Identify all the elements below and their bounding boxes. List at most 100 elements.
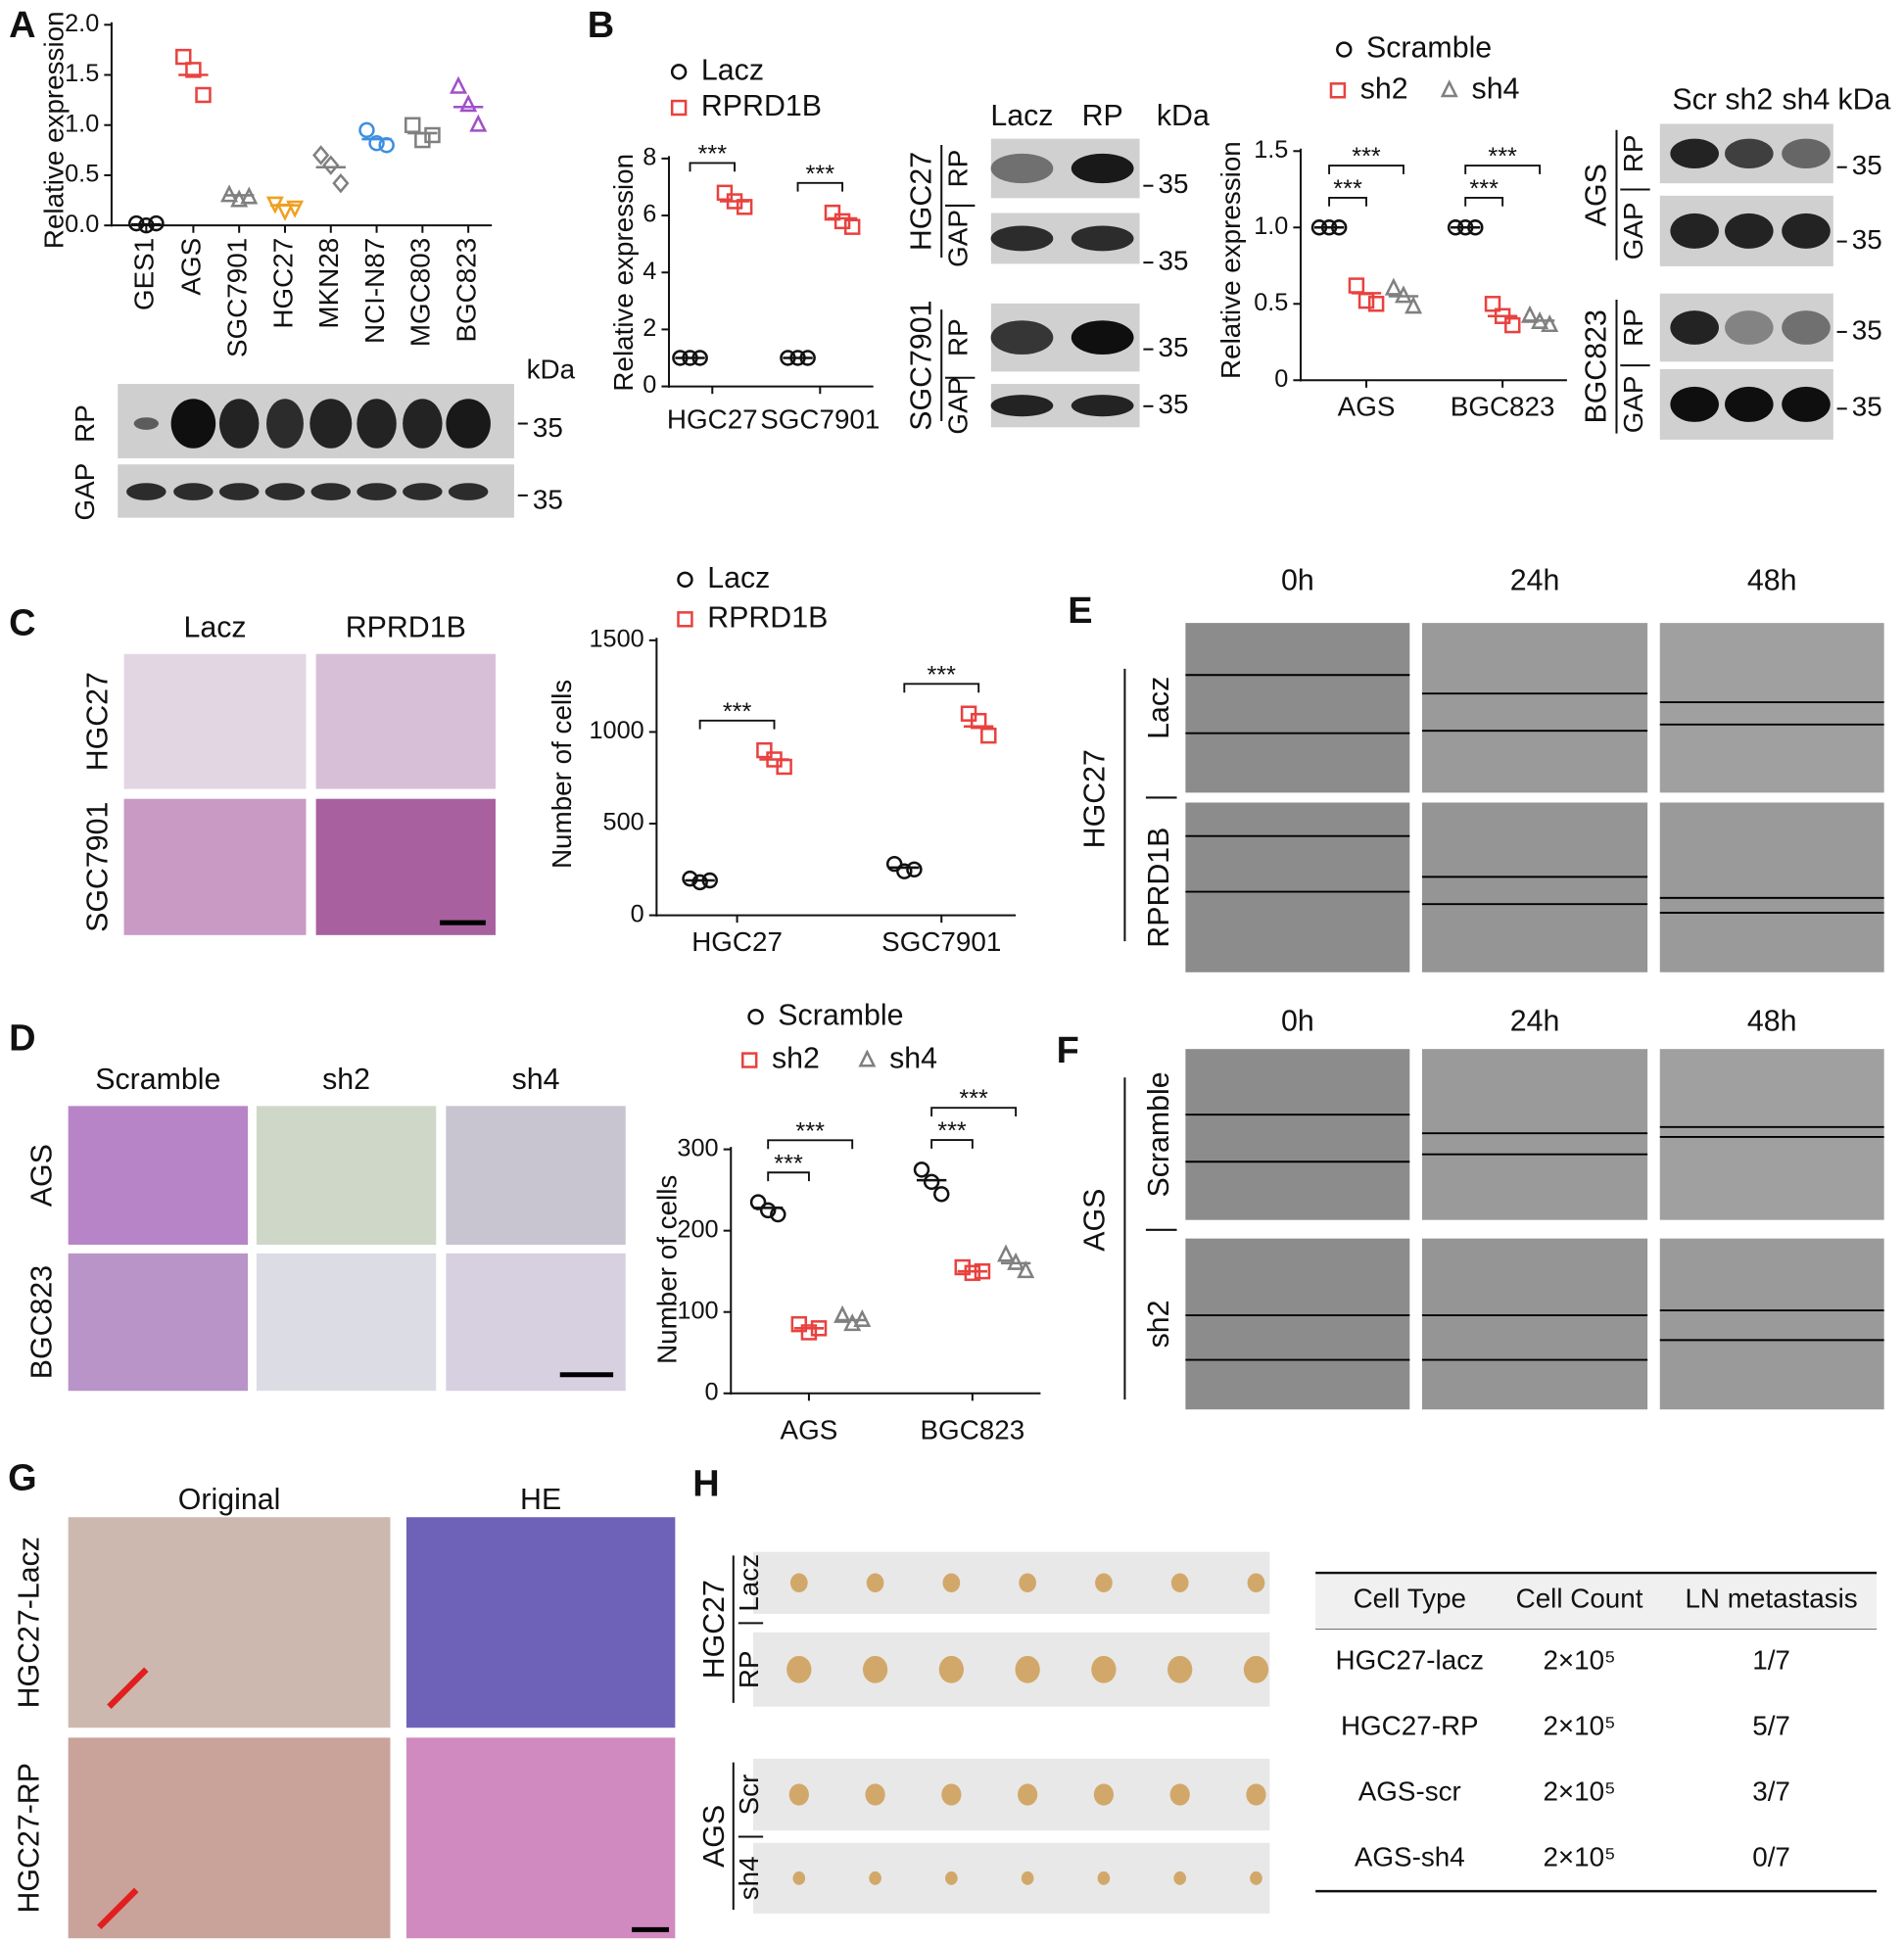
legend-label: Scramble bbox=[778, 999, 903, 1031]
blot-band bbox=[448, 483, 489, 500]
y-axis-label: Relative expression bbox=[608, 154, 639, 392]
blot-band bbox=[309, 399, 353, 449]
legend-label: sh2 bbox=[772, 1043, 820, 1075]
panel-label: B bbox=[588, 5, 614, 46]
tumor bbox=[792, 1871, 806, 1885]
table-cell: 2×10⁵ bbox=[1543, 1776, 1615, 1807]
significance-label: *** bbox=[937, 1117, 967, 1145]
blot-unit: kDa bbox=[1157, 100, 1210, 132]
tumor bbox=[1247, 1573, 1265, 1592]
x-tick-label: MGC803 bbox=[405, 238, 436, 347]
size-marker: 35 bbox=[1852, 314, 1882, 345]
row-label: Lacz bbox=[734, 1554, 764, 1612]
legend-marker bbox=[670, 99, 688, 117]
tumor bbox=[942, 1573, 961, 1592]
blot-row-label: RP bbox=[943, 150, 974, 188]
row-label: sh2 bbox=[1143, 1300, 1175, 1348]
data-point bbox=[1484, 296, 1501, 312]
table-cell: 3/7 bbox=[1752, 1776, 1790, 1807]
tumor bbox=[938, 1655, 965, 1683]
legend-marker bbox=[741, 1052, 758, 1068]
blot-row-label: RP bbox=[70, 404, 100, 443]
tumor-photo bbox=[753, 1758, 1270, 1831]
blot-band bbox=[1071, 153, 1134, 184]
micrograph bbox=[1659, 802, 1884, 972]
tumor bbox=[1243, 1655, 1269, 1683]
y-tick-label: 1000 bbox=[589, 717, 643, 744]
data-point bbox=[913, 1161, 930, 1178]
blot-band bbox=[1782, 213, 1831, 249]
tumor bbox=[1173, 1871, 1187, 1885]
blot-band bbox=[1670, 386, 1719, 422]
blot-band bbox=[173, 483, 214, 500]
y-tick-label: 6 bbox=[643, 201, 656, 228]
significance-label: *** bbox=[1352, 143, 1381, 170]
table-header: LN metastasis bbox=[1685, 1583, 1857, 1613]
row-label: sh4 bbox=[734, 1856, 764, 1900]
legend-label: Lacz bbox=[701, 54, 764, 86]
data-point bbox=[368, 134, 385, 152]
table-cell: AGS-scr bbox=[1358, 1776, 1461, 1807]
y-axis-label: Number of cells bbox=[651, 1175, 682, 1364]
significance-bracket bbox=[1464, 165, 1542, 174]
tumor bbox=[1021, 1871, 1034, 1885]
micrograph bbox=[256, 1253, 437, 1392]
x-tick-label: BGC823 bbox=[1451, 392, 1555, 422]
data-point bbox=[1404, 296, 1423, 314]
significance-bracket bbox=[767, 1139, 854, 1150]
blot-row-label: GAP bbox=[70, 463, 100, 521]
blot-band bbox=[990, 320, 1054, 355]
tumor bbox=[865, 1783, 885, 1806]
blot-unit: kDa bbox=[527, 355, 576, 385]
panel-label: A bbox=[9, 5, 35, 46]
y-tick-label: 1.5 bbox=[1254, 136, 1288, 164]
significance-bracket bbox=[796, 181, 844, 192]
panel-label: G bbox=[8, 1457, 37, 1498]
y-tick-label: 300 bbox=[677, 1134, 718, 1161]
significance-bracket bbox=[1328, 165, 1404, 174]
column-label: 0h bbox=[1281, 1006, 1314, 1038]
tumor-photo bbox=[753, 1551, 1270, 1614]
data-point bbox=[312, 145, 330, 166]
legend-label: sh4 bbox=[889, 1043, 937, 1075]
significance-label: *** bbox=[806, 161, 835, 188]
micrograph bbox=[256, 1106, 437, 1245]
x-tick-label: NCI-N87 bbox=[359, 238, 390, 344]
significance-bracket bbox=[1464, 196, 1504, 207]
blot-row-label: GAP bbox=[1618, 202, 1648, 260]
tumor bbox=[1019, 1573, 1036, 1592]
legend-marker bbox=[1329, 82, 1347, 99]
row-label: HGC27 bbox=[81, 672, 114, 771]
x-tick-label: AGS bbox=[781, 1414, 838, 1445]
table-cell: 5/7 bbox=[1752, 1711, 1790, 1741]
blot-row-label: RP bbox=[1618, 308, 1648, 347]
micrograph bbox=[123, 798, 307, 935]
data-point bbox=[790, 1315, 808, 1333]
data-point bbox=[414, 131, 431, 149]
lane-label: Scr bbox=[1672, 84, 1717, 117]
legend-label: sh2 bbox=[1360, 72, 1408, 105]
y-tick-label: 1.0 bbox=[1254, 213, 1288, 240]
group-label: AGS bbox=[1078, 1189, 1111, 1252]
blot-band bbox=[1725, 138, 1774, 168]
data-point bbox=[230, 189, 249, 208]
table-cell: HGC27-lacz bbox=[1336, 1645, 1484, 1676]
data-point bbox=[195, 86, 212, 104]
panel-label: H bbox=[692, 1464, 719, 1505]
legend-marker bbox=[677, 571, 693, 589]
blot-band bbox=[1725, 386, 1774, 422]
group-label: AGS bbox=[698, 1805, 731, 1868]
table-header: Cell Type bbox=[1354, 1583, 1466, 1613]
blot-band bbox=[218, 483, 260, 500]
arrow bbox=[97, 1887, 139, 1930]
tumor bbox=[866, 1573, 884, 1592]
lane-label: RP bbox=[1082, 100, 1123, 132]
panel-label: E bbox=[1068, 591, 1092, 632]
tumor bbox=[1015, 1655, 1040, 1683]
data-point bbox=[424, 126, 441, 144]
tumor bbox=[1095, 1573, 1113, 1592]
data-point bbox=[759, 1202, 777, 1219]
x-tick-label: SGC7901 bbox=[222, 238, 253, 357]
y-tick-label: 0 bbox=[705, 1378, 719, 1405]
lane-label: sh4 bbox=[1783, 84, 1831, 117]
